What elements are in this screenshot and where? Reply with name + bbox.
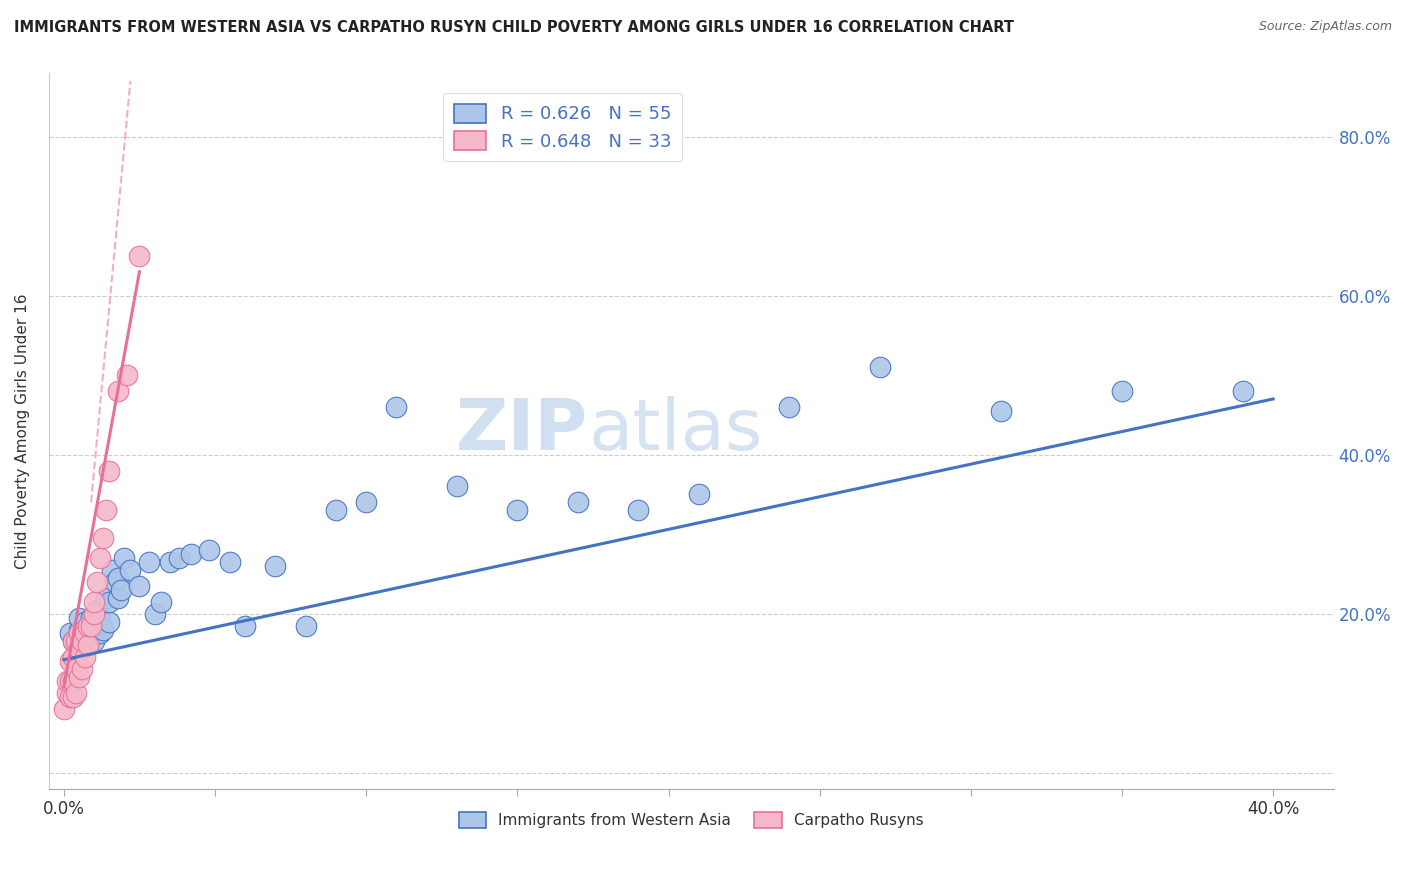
Text: ZIP: ZIP	[456, 396, 588, 466]
Point	[67, 670, 90, 684]
Point	[143, 607, 166, 621]
Point	[264, 558, 287, 573]
Text: IMMIGRANTS FROM WESTERN ASIA VS CARPATHO RUSYN CHILD POVERTY AMONG GIRLS UNDER 1: IMMIGRANTS FROM WESTERN ASIA VS CARPATHO…	[14, 20, 1014, 35]
Point	[59, 626, 82, 640]
Point	[70, 662, 93, 676]
Point	[91, 623, 114, 637]
Point	[688, 487, 710, 501]
Point	[149, 595, 172, 609]
Text: Source: ZipAtlas.com: Source: ZipAtlas.com	[1258, 20, 1392, 33]
Point	[77, 639, 100, 653]
Point	[67, 623, 90, 637]
Point	[138, 555, 160, 569]
Point	[59, 690, 82, 704]
Point	[80, 618, 103, 632]
Point	[354, 495, 377, 509]
Point	[70, 634, 93, 648]
Point	[73, 650, 96, 665]
Point	[446, 479, 468, 493]
Point	[219, 555, 242, 569]
Point	[80, 610, 103, 624]
Point	[233, 618, 256, 632]
Point	[180, 547, 202, 561]
Point	[73, 626, 96, 640]
Point	[101, 563, 124, 577]
Point	[990, 404, 1012, 418]
Point	[56, 674, 79, 689]
Point	[67, 642, 90, 657]
Point	[83, 595, 105, 609]
Point	[65, 662, 87, 676]
Point	[67, 610, 90, 624]
Point	[70, 631, 93, 645]
Point	[128, 579, 150, 593]
Point	[52, 702, 75, 716]
Point	[77, 639, 100, 653]
Point	[86, 602, 108, 616]
Point	[120, 563, 142, 577]
Point	[86, 574, 108, 589]
Point	[65, 639, 87, 653]
Point	[62, 690, 84, 704]
Point	[65, 686, 87, 700]
Point	[59, 654, 82, 668]
Point	[59, 674, 82, 689]
Point	[117, 368, 139, 383]
Point	[67, 626, 90, 640]
Point	[128, 249, 150, 263]
Point	[1232, 384, 1254, 398]
Point	[159, 555, 181, 569]
Point	[110, 582, 132, 597]
Point	[506, 503, 529, 517]
Point	[62, 634, 84, 648]
Point	[80, 626, 103, 640]
Point	[65, 634, 87, 648]
Point	[107, 571, 129, 585]
Point	[98, 615, 121, 629]
Point	[96, 503, 118, 517]
Point	[89, 610, 111, 624]
Point	[869, 360, 891, 375]
Point	[83, 607, 105, 621]
Point	[73, 615, 96, 629]
Text: atlas: atlas	[588, 396, 763, 466]
Point	[98, 463, 121, 477]
Point	[83, 623, 105, 637]
Point	[62, 650, 84, 665]
Point	[89, 551, 111, 566]
Point	[104, 574, 127, 589]
Y-axis label: Child Poverty Among Girls Under 16: Child Poverty Among Girls Under 16	[15, 293, 30, 568]
Point	[627, 503, 650, 517]
Point	[96, 591, 118, 605]
Point	[83, 634, 105, 648]
Legend: Immigrants from Western Asia, Carpatho Rusyns: Immigrants from Western Asia, Carpatho R…	[453, 805, 929, 835]
Point	[107, 384, 129, 398]
Point	[77, 618, 100, 632]
Point	[294, 618, 316, 632]
Point	[89, 626, 111, 640]
Point	[567, 495, 589, 509]
Point	[385, 400, 408, 414]
Point	[56, 686, 79, 700]
Point	[98, 595, 121, 609]
Point	[83, 610, 105, 624]
Point	[62, 634, 84, 648]
Point	[77, 618, 100, 632]
Point	[70, 642, 93, 657]
Point	[198, 543, 221, 558]
Point	[91, 531, 114, 545]
Point	[325, 503, 347, 517]
Point	[73, 626, 96, 640]
Point	[62, 674, 84, 689]
Point	[167, 551, 190, 566]
Point	[1111, 384, 1133, 398]
Point	[778, 400, 800, 414]
Point	[107, 591, 129, 605]
Point	[112, 551, 135, 566]
